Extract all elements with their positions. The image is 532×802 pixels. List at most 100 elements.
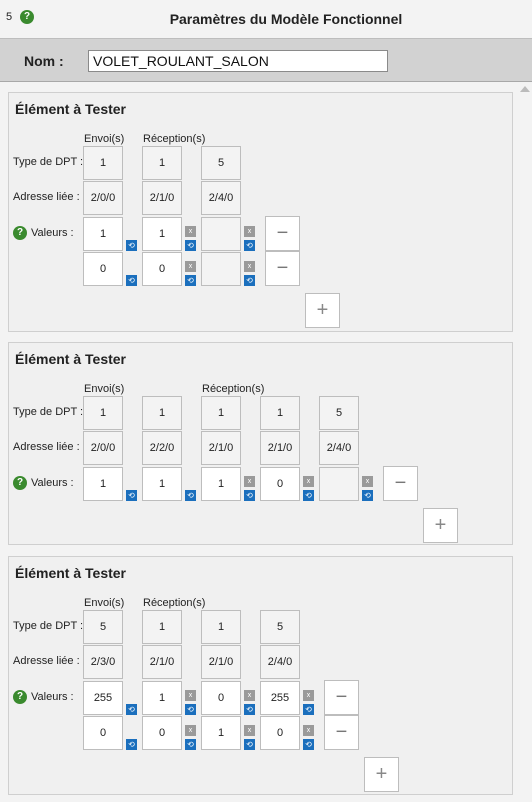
clear-icon[interactable]: x xyxy=(244,690,255,701)
clear-icon[interactable]: x xyxy=(244,476,255,487)
clear-icon[interactable]: x xyxy=(303,690,314,701)
add-row-button[interactable]: + xyxy=(423,508,458,543)
value-field[interactable]: 1 xyxy=(201,716,241,750)
reset-icon[interactable]: ⟲ xyxy=(185,490,196,501)
clear-icon[interactable]: x xyxy=(303,476,314,487)
test-element-panel: Élément à Tester Envoi(s) Réception(s) Type… xyxy=(8,556,513,795)
value-field[interactable]: 1 xyxy=(83,217,123,251)
dpt-type-field[interactable]: 1 xyxy=(142,610,182,644)
address-field[interactable]: 2/2/0 xyxy=(142,431,182,465)
reset-icon[interactable]: ⟲ xyxy=(185,275,196,286)
reset-icon[interactable]: ⟲ xyxy=(303,704,314,715)
value-field[interactable] xyxy=(319,467,359,501)
reset-icon[interactable]: ⟲ xyxy=(244,275,255,286)
remove-row-button[interactable]: − xyxy=(265,251,300,286)
value-field[interactable]: 0 xyxy=(260,716,300,750)
clear-icon[interactable]: x xyxy=(185,690,196,701)
adresse-liee-label: Adresse liée : xyxy=(13,191,80,203)
address-field[interactable]: 2/3/0 xyxy=(83,645,123,679)
panel-title: Élément à Tester xyxy=(15,101,127,117)
value-field[interactable]: 0 xyxy=(260,467,300,501)
help-icon[interactable]: ? xyxy=(13,690,27,704)
reset-icon[interactable]: ⟲ xyxy=(126,275,137,286)
address-field[interactable]: 2/4/0 xyxy=(260,645,300,679)
value-field[interactable] xyxy=(201,252,241,286)
dpt-type-field[interactable]: 1 xyxy=(142,146,182,180)
dpt-type-field[interactable]: 5 xyxy=(201,146,241,180)
reset-icon[interactable]: ⟲ xyxy=(185,240,196,251)
envoi-heading: Envoi(s) xyxy=(84,133,125,145)
address-field[interactable]: 2/1/0 xyxy=(201,431,241,465)
reset-icon[interactable]: ⟲ xyxy=(244,704,255,715)
dpt-type-field[interactable]: 5 xyxy=(260,610,300,644)
value-field[interactable]: 1 xyxy=(83,467,123,501)
dpt-type-field[interactable]: 1 xyxy=(142,396,182,430)
scroll-up-icon[interactable] xyxy=(520,86,530,92)
address-field[interactable]: 2/0/0 xyxy=(83,431,123,465)
valeurs-label: ? Valeurs : xyxy=(13,690,74,704)
address-field[interactable]: 2/1/0 xyxy=(201,645,241,679)
value-field[interactable]: 0 xyxy=(201,681,241,715)
dpt-type-field[interactable]: 1 xyxy=(260,396,300,430)
clear-icon[interactable]: x xyxy=(185,725,196,736)
reset-icon[interactable]: ⟲ xyxy=(126,240,137,251)
type-dpt-label: Type de DPT : xyxy=(13,156,84,168)
address-field[interactable]: 2/1/0 xyxy=(260,431,300,465)
value-field[interactable]: 1 xyxy=(142,681,182,715)
reception-heading: Réception(s) xyxy=(202,383,265,395)
value-field[interactable]: 1 xyxy=(142,217,182,251)
dpt-type-field[interactable]: 1 xyxy=(201,610,241,644)
address-field[interactable]: 2/1/0 xyxy=(142,645,182,679)
value-field[interactable] xyxy=(201,217,241,251)
type-dpt-label: Type de DPT : xyxy=(13,620,84,632)
clear-icon[interactable]: x xyxy=(244,725,255,736)
clear-icon[interactable]: x xyxy=(303,725,314,736)
address-field[interactable]: 2/4/0 xyxy=(319,431,359,465)
help-icon[interactable]: ? xyxy=(13,476,27,490)
reset-icon[interactable]: ⟲ xyxy=(126,739,137,750)
envoi-heading: Envoi(s) xyxy=(84,597,125,609)
remove-row-button[interactable]: − xyxy=(324,715,359,750)
reset-icon[interactable]: ⟲ xyxy=(185,739,196,750)
dpt-type-field[interactable]: 1 xyxy=(201,396,241,430)
address-field[interactable]: 2/0/0 xyxy=(83,181,123,215)
dpt-type-field[interactable]: 5 xyxy=(83,610,123,644)
value-field[interactable]: 0 xyxy=(142,716,182,750)
reset-icon[interactable]: ⟲ xyxy=(244,739,255,750)
value-field[interactable]: 255 xyxy=(260,681,300,715)
clear-icon[interactable]: x xyxy=(185,261,196,272)
reset-icon[interactable]: ⟲ xyxy=(244,240,255,251)
remove-row-button[interactable]: − xyxy=(265,216,300,251)
reception-heading: Réception(s) xyxy=(143,133,206,145)
reset-icon[interactable]: ⟲ xyxy=(126,490,137,501)
reset-icon[interactable]: ⟲ xyxy=(362,490,373,501)
add-row-button[interactable]: + xyxy=(305,293,340,328)
clear-icon[interactable]: x xyxy=(244,261,255,272)
remove-row-button[interactable]: − xyxy=(324,680,359,715)
address-field[interactable]: 2/4/0 xyxy=(201,181,241,215)
reset-icon[interactable]: ⟲ xyxy=(303,490,314,501)
dpt-type-field[interactable]: 5 xyxy=(319,396,359,430)
value-field[interactable]: 255 xyxy=(83,681,123,715)
remove-row-button[interactable]: − xyxy=(383,466,418,501)
dpt-type-field[interactable]: 1 xyxy=(83,396,123,430)
name-input[interactable] xyxy=(88,50,388,72)
clear-icon[interactable]: x xyxy=(244,226,255,237)
help-icon[interactable]: ? xyxy=(13,226,27,240)
dpt-type-field[interactable]: 1 xyxy=(83,146,123,180)
value-field[interactable]: 1 xyxy=(142,467,182,501)
value-field[interactable]: 1 xyxy=(201,467,241,501)
address-field[interactable]: 2/1/0 xyxy=(142,181,182,215)
value-field[interactable]: 0 xyxy=(83,716,123,750)
reset-icon[interactable]: ⟲ xyxy=(244,490,255,501)
reset-icon[interactable]: ⟲ xyxy=(185,704,196,715)
help-icon[interactable]: ? xyxy=(20,10,34,24)
add-row-button[interactable]: + xyxy=(364,757,399,792)
value-field[interactable]: 0 xyxy=(83,252,123,286)
clear-icon[interactable]: x xyxy=(362,476,373,487)
clear-icon[interactable]: x xyxy=(185,226,196,237)
reset-icon[interactable]: ⟲ xyxy=(126,704,137,715)
panel-title: Élément à Tester xyxy=(15,351,127,367)
reset-icon[interactable]: ⟲ xyxy=(303,739,314,750)
value-field[interactable]: 0 xyxy=(142,252,182,286)
